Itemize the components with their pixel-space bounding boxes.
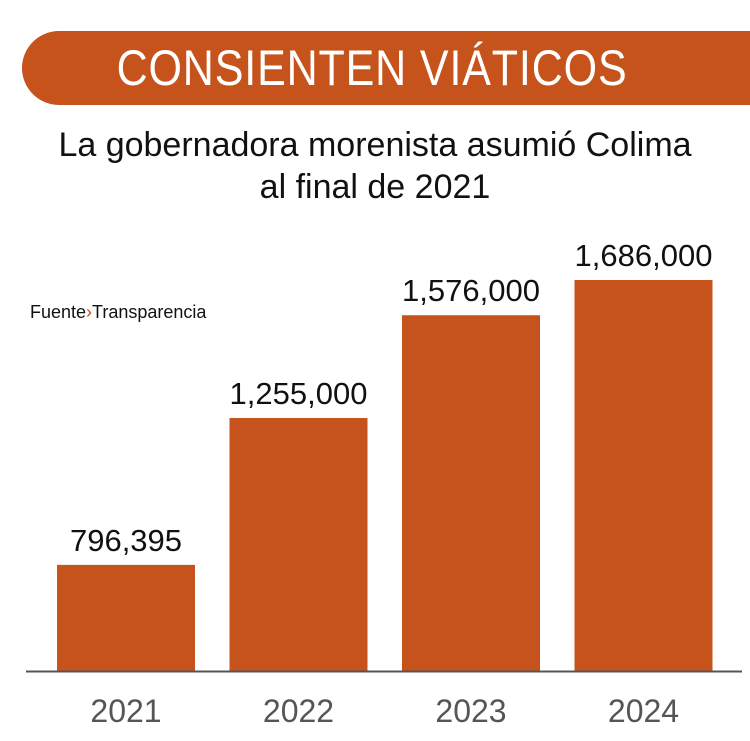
- title-banner: CONSIENTEN VIÁTICOS: [22, 31, 750, 105]
- data-label-2023: 1,576,000: [402, 273, 540, 308]
- bar-2024: [574, 280, 713, 671]
- chart-title: CONSIENTEN VIÁTICOS: [116, 40, 628, 96]
- chart-subtitle: La gobernadora morenista asumió Colima a…: [0, 124, 750, 208]
- bar-2022: [229, 418, 368, 671]
- source-label: Fuente: [30, 302, 87, 322]
- x-tick-label: 2021: [90, 693, 161, 729]
- subtitle-line-2: al final de 2021: [259, 168, 491, 206]
- bar-2023: [402, 315, 540, 671]
- x-tick-label: 2024: [608, 693, 679, 729]
- data-label-2024: 1,686,000: [575, 238, 713, 273]
- data-label-2021: 796,395: [70, 523, 182, 558]
- source-separator: ›: [86, 302, 93, 322]
- source-value: Transparencia: [92, 302, 207, 322]
- x-tick-label: 2022: [263, 693, 334, 729]
- x-tick-label: 2023: [435, 693, 506, 729]
- source-note: Fuente›Transparencia: [30, 302, 206, 323]
- data-label-2022: 1,255,000: [230, 376, 368, 411]
- bar-2021: [57, 564, 195, 671]
- subtitle-line-1: La gobernadora morenista asumió Colima: [58, 126, 692, 164]
